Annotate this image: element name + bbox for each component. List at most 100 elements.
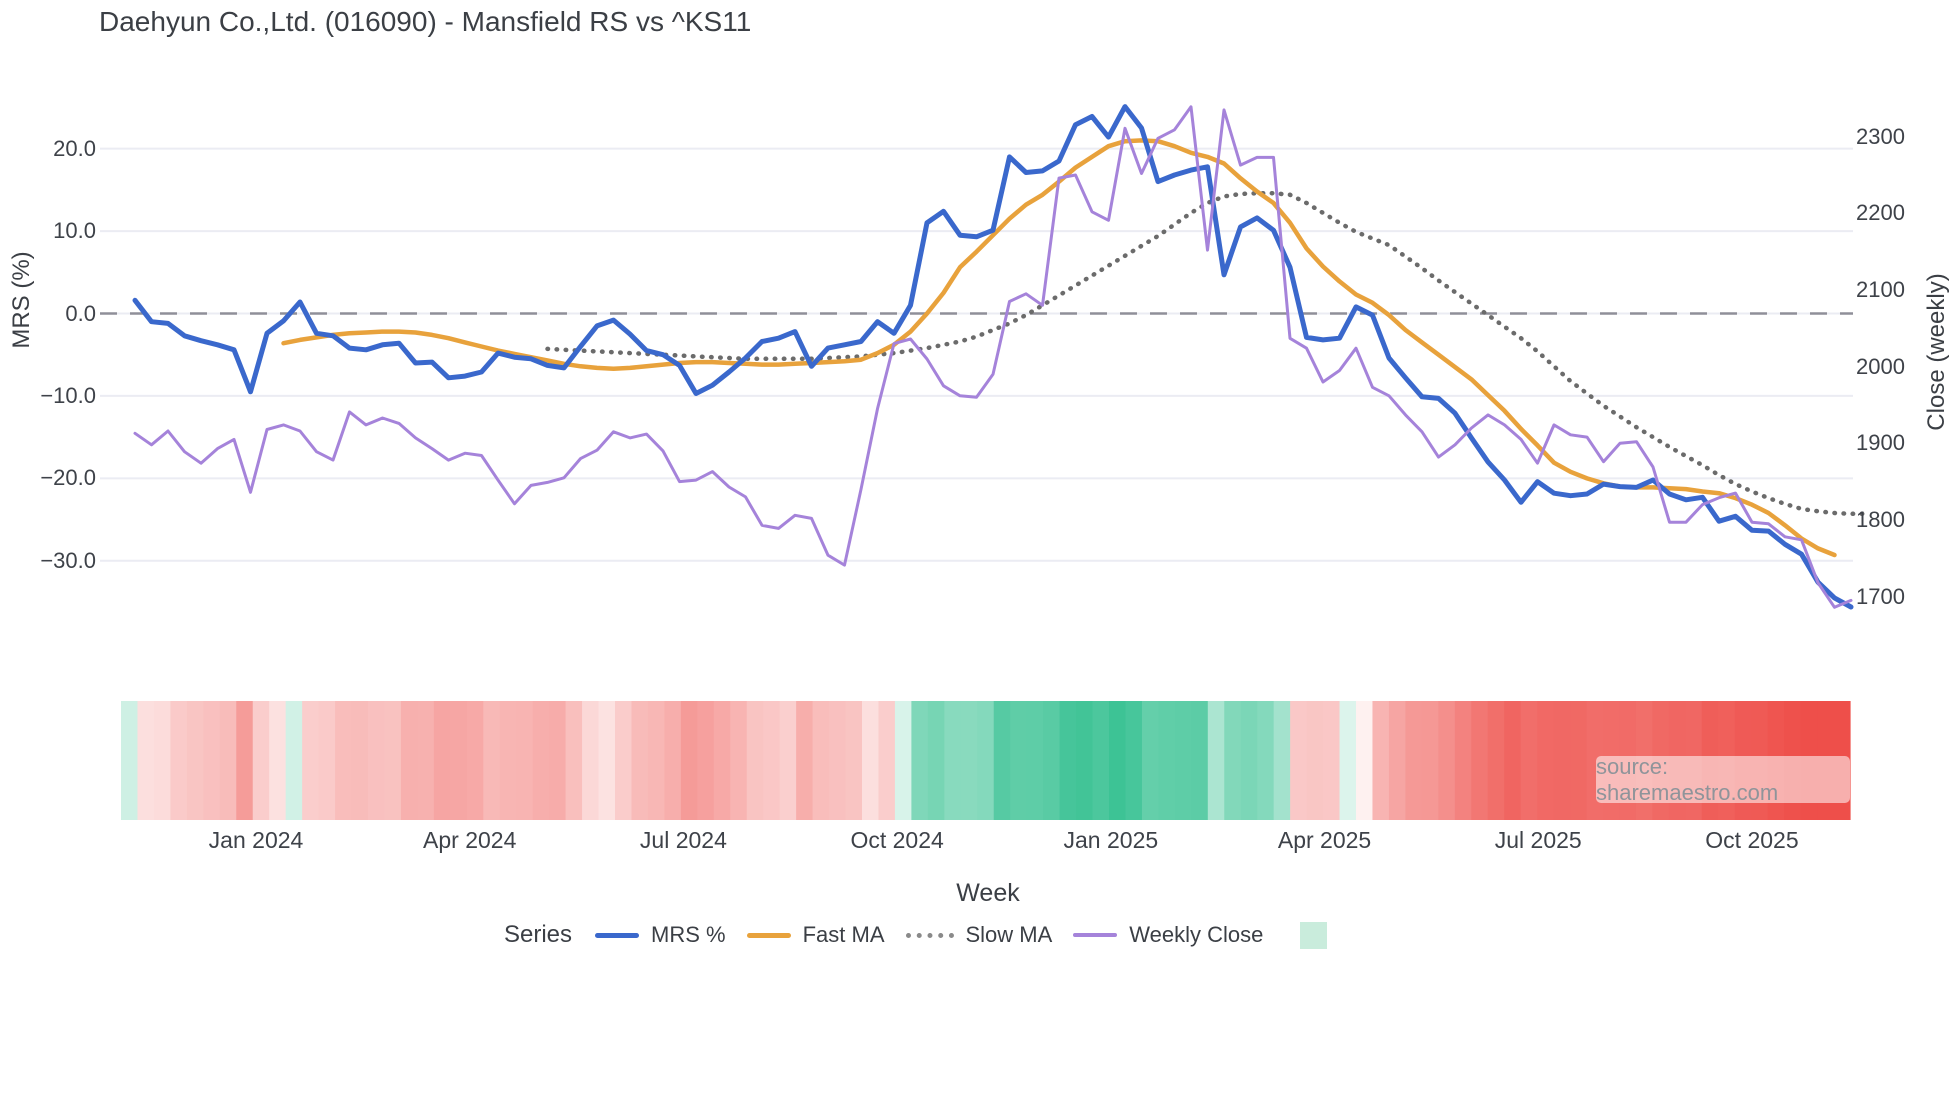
heatmap-swatch-icon bbox=[1300, 921, 1328, 949]
legend-label-weekly-close: Weekly Close bbox=[1129, 922, 1264, 947]
legend-label-mrs: MRS % bbox=[651, 922, 726, 947]
legend: Series MRS % Fast MA Slow MA Weekly Clos… bbox=[504, 921, 1328, 949]
heatmap-cell bbox=[433, 701, 451, 820]
mrs-line-swatch-icon bbox=[595, 932, 640, 938]
heatmap-cell bbox=[417, 701, 435, 820]
fast-ma-line-swatch-icon bbox=[746, 932, 791, 938]
heatmap-cell bbox=[615, 701, 633, 820]
legend-item-fast-ma: Fast MA bbox=[746, 922, 885, 948]
heatmap-cell bbox=[368, 701, 386, 820]
heatmap-cell bbox=[1224, 701, 1242, 820]
legend-item-weekly-close: Weekly Close bbox=[1073, 922, 1263, 948]
y-tick-label-left: 0.0 bbox=[65, 300, 96, 326]
series-line-fast-ma bbox=[281, 138, 1837, 558]
y-tick-label-right: 2300 bbox=[1856, 123, 1905, 149]
heatmap-cell bbox=[894, 701, 912, 820]
heatmap-cell bbox=[549, 701, 567, 820]
series-line-mrs- bbox=[132, 104, 1854, 610]
x-tick-label: Apr 2024 bbox=[423, 827, 517, 853]
heatmap-cell bbox=[1454, 701, 1472, 820]
heatmap-cell bbox=[121, 701, 139, 820]
heatmap-cell bbox=[829, 701, 847, 820]
x-tick-label: Oct 2024 bbox=[850, 827, 944, 853]
y-tick-label-right: 2000 bbox=[1856, 353, 1905, 379]
left-axis-title: MRS (%) bbox=[8, 251, 35, 349]
heatmap-cell bbox=[1537, 701, 1555, 820]
x-tick-label: Jul 2024 bbox=[639, 827, 727, 853]
heatmap-cell bbox=[384, 701, 402, 820]
heatmap-cell bbox=[1405, 701, 1423, 820]
heatmap-cell bbox=[170, 701, 188, 820]
heatmap-cell bbox=[1471, 701, 1489, 820]
heatmap-cell bbox=[335, 701, 353, 820]
legend-label-fast-ma: Fast MA bbox=[802, 922, 885, 947]
x-tick-label: Apr 2025 bbox=[1277, 827, 1372, 853]
heatmap-cell bbox=[1553, 701, 1571, 820]
heatmap-cell bbox=[1010, 701, 1028, 820]
heatmap-cell bbox=[153, 701, 171, 820]
heatmap-cell bbox=[1109, 701, 1127, 820]
heatmap-cell bbox=[450, 701, 468, 820]
heatmap-cell bbox=[763, 701, 781, 820]
heatmap-cell bbox=[647, 701, 665, 820]
heatmap-cell bbox=[927, 701, 945, 820]
heatmap-cell bbox=[318, 701, 336, 820]
legend-label-slow-ma: Slow MA bbox=[965, 922, 1053, 947]
heatmap-cell bbox=[1273, 701, 1291, 820]
chart-title: Daehyun Co.,Ltd. (016090) - Mansfield RS… bbox=[99, 6, 752, 37]
y-tick-label-left: −30.0 bbox=[40, 547, 96, 573]
weekly-close-line-swatch-icon bbox=[1073, 933, 1118, 937]
heatmap-cell bbox=[565, 701, 583, 820]
heatmap-cell bbox=[483, 701, 501, 820]
legend-title: Series bbox=[504, 921, 573, 948]
heatmap-cell bbox=[697, 701, 715, 820]
heatmap-cell bbox=[302, 701, 320, 820]
heatmap-cell bbox=[812, 701, 830, 820]
heatmap-cell bbox=[862, 701, 880, 820]
heatmap-cell bbox=[1059, 701, 1077, 820]
heatmap-cell bbox=[1570, 701, 1588, 820]
y-tick-label-right: 2100 bbox=[1856, 277, 1905, 302]
heatmap-cell bbox=[1339, 701, 1357, 820]
series-line-weekly-close bbox=[133, 105, 1853, 609]
heatmap-cell bbox=[1290, 701, 1308, 820]
heatmap-cell bbox=[186, 701, 204, 820]
heatmap-cell bbox=[1438, 701, 1456, 820]
heatmap-cell bbox=[466, 701, 484, 820]
heatmap-cell bbox=[1520, 701, 1538, 820]
y-tick-label-right: 1900 bbox=[1856, 430, 1905, 456]
heatmap-cell bbox=[730, 701, 748, 820]
heatmap-cell bbox=[252, 701, 270, 820]
heatmap-cell bbox=[1076, 701, 1094, 820]
heatmap-cell bbox=[1240, 701, 1258, 820]
heatmap-cell bbox=[532, 701, 550, 820]
heatmap-cell bbox=[1487, 701, 1505, 820]
heatmap-cell bbox=[746, 701, 764, 820]
heatmap-cell bbox=[1421, 701, 1439, 820]
y-tick-label-right: 1800 bbox=[1856, 506, 1905, 532]
heatmap-cell bbox=[631, 701, 649, 820]
legend-item-mrs: MRS % bbox=[595, 922, 726, 948]
y-tick-label-right: 2200 bbox=[1856, 200, 1905, 226]
heatmap-cell bbox=[1092, 701, 1110, 820]
heatmap-cell bbox=[993, 701, 1011, 820]
heatmap-cell bbox=[285, 701, 303, 820]
x-tick-label: Jul 2025 bbox=[1494, 827, 1582, 853]
y-tick-label-left: −10.0 bbox=[40, 382, 96, 408]
series-line-slow-ma bbox=[545, 190, 1870, 517]
heatmap-cell bbox=[1026, 701, 1044, 820]
heatmap-cell bbox=[582, 701, 600, 820]
slow-ma-dotted-swatch-icon bbox=[905, 932, 954, 938]
heatmap-cell bbox=[796, 701, 814, 820]
heatmap-cell bbox=[1158, 701, 1176, 820]
heatmap-cell bbox=[1207, 701, 1225, 820]
heatmap-cell bbox=[1388, 701, 1406, 820]
y-tick-label-left: 10.0 bbox=[53, 218, 96, 244]
heatmap-cell bbox=[960, 701, 978, 820]
heatmap-cell bbox=[1306, 701, 1324, 820]
legend-item-slow-ma: Slow MA bbox=[905, 922, 1053, 948]
right-axis-title: Close (weekly) bbox=[1923, 273, 1950, 431]
x-axis-title: Week bbox=[956, 879, 1020, 907]
heatmap-cell bbox=[499, 701, 517, 820]
